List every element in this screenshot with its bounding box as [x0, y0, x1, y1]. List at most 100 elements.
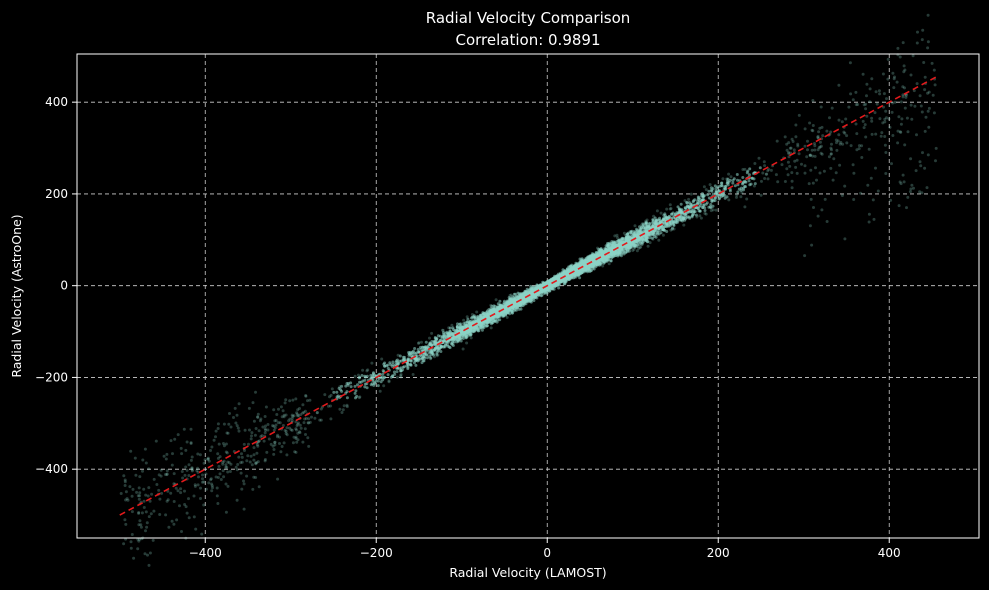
scatter-point [835, 141, 838, 145]
scatter-point [259, 417, 263, 421]
scatter-point [136, 547, 140, 551]
scatter-point [812, 206, 815, 209]
scatter-point [908, 190, 912, 194]
scatter-point [363, 385, 367, 389]
scatter-point [176, 433, 180, 437]
scatter-point [152, 509, 156, 513]
scatter-point [901, 95, 905, 99]
scatter-point [915, 82, 919, 86]
scatter-point [462, 318, 466, 322]
scatter-point [290, 428, 294, 432]
scatter-point [790, 179, 794, 183]
scatter-point [442, 339, 446, 343]
scatter-point [295, 428, 298, 432]
scatter-point [187, 474, 191, 477]
scatter-point [345, 403, 349, 407]
scatter-point [193, 484, 197, 488]
scatter-point [196, 452, 200, 456]
scatter-point [137, 486, 141, 490]
scatter-point [141, 469, 144, 473]
scatter-point [819, 144, 823, 148]
scatter-point [189, 441, 193, 445]
scatter-point [306, 399, 309, 403]
scatter-point [747, 173, 751, 177]
scatter-point [291, 398, 295, 402]
scatter-point [251, 401, 255, 405]
scatter-point [816, 135, 820, 139]
scatter-point [379, 376, 383, 380]
scatter-point [185, 511, 189, 515]
scatter-point [753, 162, 757, 165]
scatter-point [721, 177, 725, 181]
scatter-point [647, 225, 651, 229]
scatter-point [357, 396, 361, 400]
scatter-point [378, 389, 382, 393]
scatter-point [178, 504, 181, 508]
scatter-point [139, 525, 143, 529]
scatter-point [633, 224, 637, 228]
scatter-point [720, 184, 723, 187]
scatter-point [842, 130, 846, 134]
scatter-point [854, 103, 858, 107]
scatter-point [304, 394, 308, 398]
scatter-point [391, 374, 395, 378]
scatter-point [889, 198, 893, 202]
scatter-point [217, 464, 221, 468]
scatter-point [203, 458, 207, 462]
scatter-point [382, 384, 386, 388]
scatter-point [306, 421, 310, 425]
scatter-point [923, 75, 927, 79]
scatter-point [885, 97, 888, 101]
scatter-point [123, 484, 127, 487]
scatter-point [456, 322, 459, 326]
scatter-point [236, 463, 240, 466]
scatter-point [302, 421, 306, 425]
scatter-point [239, 461, 243, 465]
scatter-point [290, 416, 294, 420]
scatter-point [142, 487, 146, 491]
scatter-point [226, 484, 230, 488]
scatter-point [250, 434, 253, 438]
scatter-point [304, 433, 307, 436]
scatter-point [862, 126, 866, 130]
scatter-point [280, 415, 284, 419]
scatter-point [470, 316, 473, 320]
scatter-point [256, 440, 260, 444]
scatter-point [157, 473, 161, 477]
scatter-point [661, 228, 665, 232]
scatter-point [180, 530, 183, 533]
scatter-point [211, 486, 214, 490]
scatter-point [365, 369, 369, 373]
scatter-point [814, 166, 817, 170]
scatter-point [635, 231, 639, 235]
scatter-point [226, 460, 230, 464]
scatter-point [199, 497, 202, 500]
scatter-point [119, 492, 123, 495]
scatter-point [138, 494, 142, 498]
scatter-point [815, 178, 818, 182]
scatter-point [192, 515, 196, 519]
scatter-point [900, 117, 904, 121]
scatter-point [124, 490, 128, 494]
scatter-point [909, 103, 913, 107]
scatter-point [369, 374, 373, 377]
scatter-point [147, 515, 151, 519]
scatter-point [792, 148, 796, 152]
scatter-point [329, 417, 333, 421]
scatter-point [852, 171, 856, 175]
scatter-point [276, 477, 280, 481]
scatter-point [206, 457, 210, 461]
scatter-point [865, 82, 869, 86]
scatter-point [165, 452, 169, 456]
scatter-point [340, 384, 344, 388]
scatter-point [204, 487, 208, 491]
scatter-point [143, 447, 147, 451]
scatter-point [711, 192, 715, 196]
scatter-point [780, 163, 784, 167]
scatter-point [901, 173, 905, 177]
scatter-point [345, 396, 349, 400]
scatter-point [216, 452, 220, 456]
scatter-point [263, 459, 267, 463]
scatter-point [758, 166, 762, 170]
scatter-point [668, 207, 672, 211]
